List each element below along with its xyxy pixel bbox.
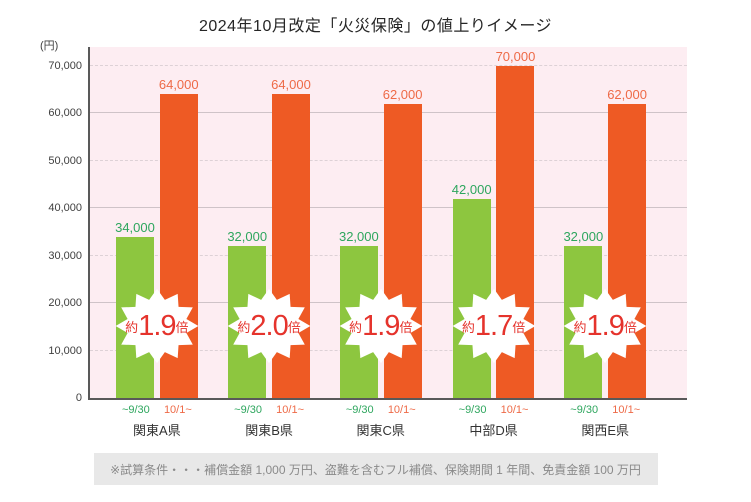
category-label: 関東C県 [356,423,405,438]
tick-after: 10/1~ [500,404,529,416]
bar-group-chubu-d: 42,000 70,000 約 1.7 倍 ~9/30 10/1~ 中部D県 [451,49,537,438]
category-label: 関東B県 [245,423,293,438]
y-tick-label: 30,000 [48,249,82,262]
category-label: 関西E県 [581,423,630,438]
ratio-badge: 約 2.0 倍 [226,288,312,364]
tick-before: ~9/30 [234,404,263,416]
starburst-icon [227,288,311,364]
bar-group-kanto-c: 32,000 62,000 約 1.9 倍 ~9/30 10/1~ 関東C県 [338,86,424,438]
chart-title: 2024年10月改定「火災保険」の値上りイメージ [198,18,553,35]
bar-pair: 34,000 64,000 [115,77,199,398]
bar-value-after: 70,000 [495,49,536,64]
y-tick-label: 50,000 [48,154,82,167]
tick-before: ~9/30 [570,404,599,416]
bar-value-after: 64,000 [271,77,311,93]
bar-value-before: 34,000 [115,219,155,235]
gridline [90,65,687,66]
ratio-text: 約 2.0 倍 [237,309,301,342]
footnote-bar: ※試算条件・・・補償金額 1,000 万円、盗難を含むフル補償、保険期間 1 年… [93,453,658,485]
bar-pair: 32,000 62,000 [563,86,647,398]
bar-value-after: 62,000 [382,86,423,102]
ratio-badge: 約 1.7 倍 [451,288,537,364]
bar-before [452,198,491,398]
series-tick-labels: ~9/30 10/1~ [454,404,534,416]
bar-group-kansai-e: 32,000 62,000 約 1.9 倍 ~9/30 10/1~ 関西E県 [562,86,648,438]
y-tick-label: 0 [75,392,82,404]
bar-value-before: 32,000 [227,229,268,245]
y-tick-label: 40,000 [48,202,82,215]
bar-group-kanto-a: 34,000 64,000 約 1.9 倍 ~9/30 10/1~ 関東A県 [114,77,200,438]
footnote-text: ※試算条件・・・補償金額 1,000 万円、盗難を含むフル補償、保険期間 1 年… [110,462,641,477]
ratio-text: 約 1.9 倍 [349,309,413,342]
bar-value-before: 42,000 [451,181,492,197]
tick-after: 10/1~ [163,404,192,416]
y-tick-label: 70,000 [48,60,82,72]
bar-value-before: 32,000 [338,229,379,245]
ratio-text: 約 1.7 倍 [461,309,526,342]
y-tick-label: 20,000 [48,297,82,310]
plot-area: 0 10,000 20,000 30,000 40,000 50,000 60,000 70,… [48,47,687,438]
series-tick-labels: ~9/30 10/1~ [341,404,421,416]
bar-value-before: 32,000 [563,229,604,245]
ratio-badge: 約 1.9 倍 [114,288,200,364]
bar-group-kanto-b: 32,000 64,000 約 2.0 倍 ~9/30 10/1~ 関東B県 [226,77,312,438]
starburst-icon [339,288,423,364]
tick-after: 10/1~ [276,404,305,416]
category-label: 関東A県 [133,423,181,438]
ratio-text: 約 1.9 倍 [125,309,189,342]
y-tick-label: 10,000 [48,344,82,357]
starburst-icon [563,288,647,364]
tick-before: ~9/30 [121,404,150,416]
y-axis-labels: 0 10,000 20,000 30,000 40,000 50,000 60,000 70,… [34,47,82,404]
starburst-icon [115,288,199,364]
y-axis-unit-label: (円) [40,40,59,52]
ratio-text: 約 1.9 倍 [573,309,637,342]
tick-before: ~9/30 [345,404,374,416]
category-label: 中部D県 [469,423,518,438]
series-tick-labels: ~9/30 10/1~ [117,404,197,416]
bar-value-after: 64,000 [158,77,199,93]
series-tick-labels: ~9/30 10/1~ [229,404,309,416]
tick-before: ~9/30 [458,404,487,416]
tick-after: 10/1~ [612,404,641,416]
bar-value-after: 62,000 [607,86,647,102]
series-tick-labels: ~9/30 10/1~ [565,404,645,416]
ratio-badge: 約 1.9 倍 [338,288,424,364]
y-tick-label: 60,000 [48,107,82,120]
tick-after: 10/1~ [387,404,416,416]
starburst-icon [452,288,535,364]
ratio-badge: 約 1.9 倍 [562,288,648,364]
